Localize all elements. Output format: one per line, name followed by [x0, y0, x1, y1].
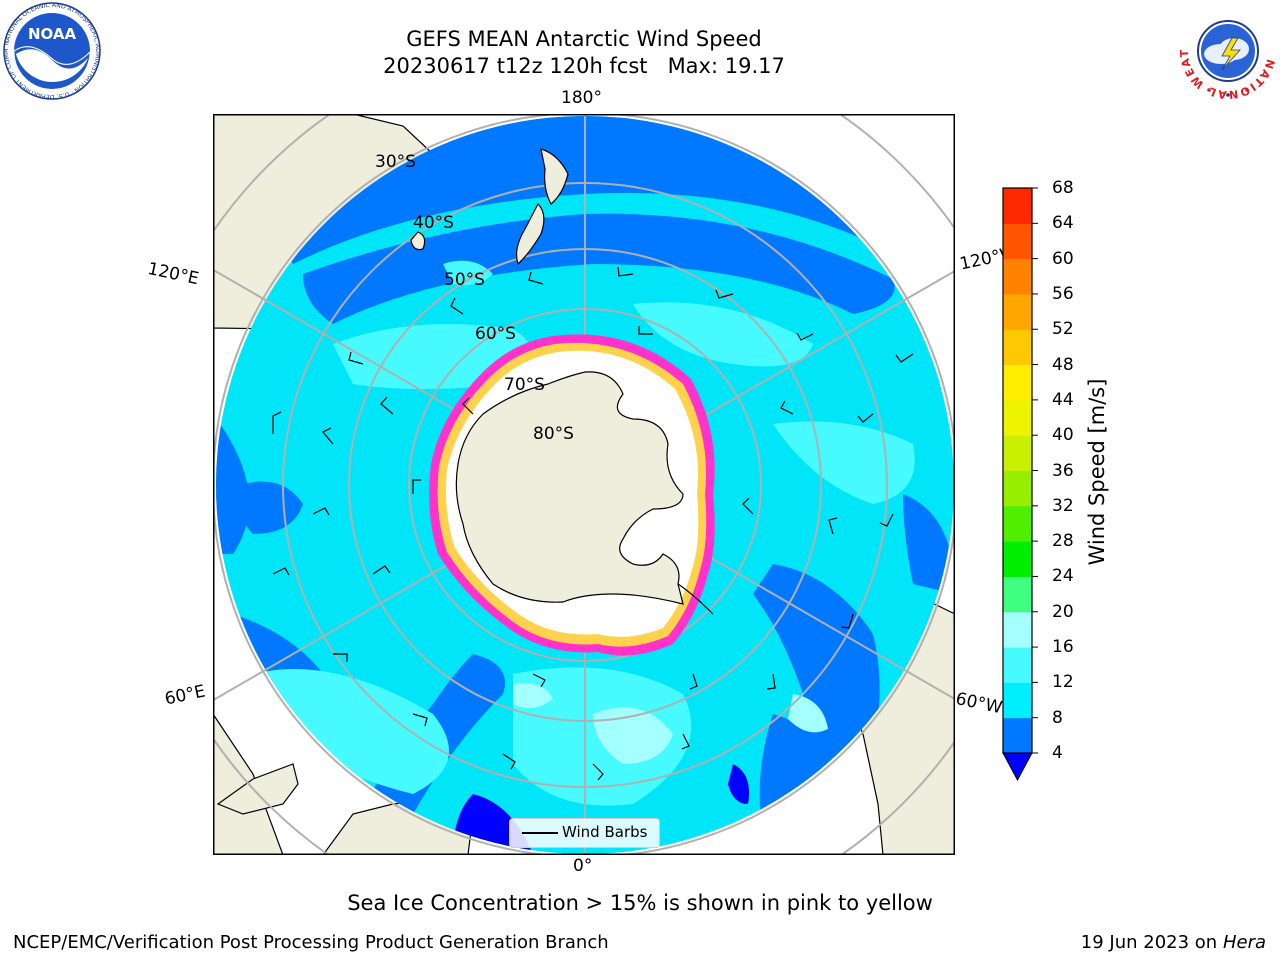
- colorbar-tick-label: 32: [1052, 495, 1074, 516]
- footer-credit: NCEP/EMC/Verification Post Processing Pr…: [13, 932, 609, 953]
- lat-label-40s: 40°S: [413, 213, 454, 233]
- lat-label-30s: 30°S: [375, 152, 416, 172]
- colorbar-tick-label: 24: [1052, 566, 1074, 587]
- nws-logo-icon: NATIONAL WEATHER SERVICE: [1176, 2, 1276, 100]
- lon-label-180: 180°: [561, 88, 602, 108]
- colorbar-band: [1003, 682, 1032, 719]
- colorbar-tick-label: 68: [1052, 178, 1074, 198]
- lon-label-60e: 60°E: [163, 681, 208, 710]
- map-border: [213, 114, 955, 855]
- colorbar-band: [1003, 717, 1032, 754]
- lat-label-70s: 70°S: [504, 375, 545, 395]
- colorbar-band: [1003, 223, 1032, 260]
- colorbar-label: Wind Speed [m/s]: [1085, 378, 1109, 566]
- chart-title: GEFS MEAN Antarctic Wind Speed: [406, 27, 762, 51]
- colorbar-tick-label: 60: [1052, 248, 1074, 269]
- lat-label-80s: 80°S: [533, 424, 574, 444]
- colorbar-tick-label: 16: [1052, 637, 1074, 658]
- colorbar-tick-label: 64: [1052, 213, 1074, 234]
- footer-date: 19 Jun 2023 on Hera: [1081, 932, 1266, 953]
- colorbar-tick-label: 4: [1052, 743, 1063, 763]
- colorbar-band: [1003, 505, 1032, 542]
- antarctic-wind-map: [213, 114, 955, 855]
- wind-barbs: [272, 266, 914, 781]
- colorbar-band: [1003, 329, 1032, 366]
- colorbar-tick-label: 36: [1052, 460, 1074, 481]
- colorbar-band: [1003, 541, 1032, 577]
- colorbar-tick-label: 48: [1052, 354, 1074, 375]
- colorbar-band: [1003, 470, 1032, 507]
- antarctica-land: [455, 371, 684, 605]
- colorbar-tick-label: 12: [1052, 672, 1074, 693]
- new-zealand: [410, 148, 569, 266]
- colorbar-tick-label: 40: [1052, 425, 1074, 446]
- colorbar-band: [1003, 399, 1032, 436]
- colorbar-band: [1003, 188, 1032, 224]
- colorbar-band: [1003, 293, 1032, 330]
- noaa-logo-icon: NATIONAL OCEANIC AND ATMOSPHERIC ADMINIS…: [0, 2, 101, 100]
- legend-label: Wind Barbs: [562, 823, 648, 841]
- colorbar-tick-label: 20: [1052, 601, 1074, 622]
- colorbar-band: [1003, 435, 1032, 471]
- lon-label-0: 0°: [573, 856, 593, 876]
- lon-label-120e: 120°E: [145, 259, 201, 290]
- colorbar-band: [1003, 647, 1032, 683]
- footer-machine: Hera: [1222, 932, 1266, 953]
- wind-barb-legend-line: [522, 832, 558, 834]
- colorbar-band: [1003, 364, 1032, 401]
- colorbar-band: [1003, 258, 1032, 295]
- wind-speed-colorbar: [1002, 187, 1038, 782]
- footer-date-text: 19 Jun 2023 on: [1080, 932, 1218, 953]
- noaa-logo-text: NOAA: [28, 25, 77, 43]
- lon-label-60w: 60°W: [953, 689, 1004, 719]
- colorbar-band: [1003, 576, 1032, 613]
- sea-ice-note: Sea Ice Concentration > 15% is shown in …: [347, 891, 933, 915]
- colorbar-tick-label: 52: [1052, 319, 1074, 340]
- colorbar-tick-label: 28: [1052, 531, 1074, 552]
- map-legend: Wind Barbs: [509, 818, 660, 848]
- colorbar-tick-label: 44: [1052, 389, 1074, 410]
- colorbar-tick-label: 8: [1052, 707, 1063, 728]
- colorbar-band: [1003, 611, 1032, 648]
- lat-label-50s: 50°S: [444, 270, 485, 290]
- chart-subtitle: 20230617 t12z 120h fcst Max: 19.17: [383, 54, 785, 78]
- colorbar-tick-label: 56: [1052, 283, 1074, 304]
- lat-label-60s: 60°S: [475, 324, 516, 344]
